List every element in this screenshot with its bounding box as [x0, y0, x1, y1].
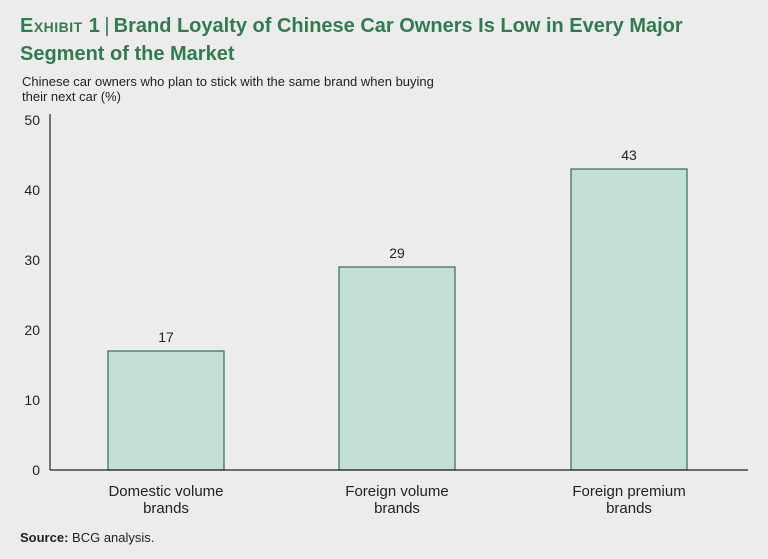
bar [570, 168, 688, 471]
chart-subtitle: Chinese car owners who plan to stick wit… [22, 74, 434, 104]
source-note: Source: BCG analysis. [20, 530, 154, 545]
category-label: Foreign premium [572, 483, 685, 500]
category-label: Foreign volume [345, 483, 448, 500]
category-label: brands [606, 500, 652, 517]
title-text: Brand Loyalty of Chinese Car Owners Is L… [20, 15, 683, 65]
category-label: brands [143, 500, 189, 517]
y-tick-label: 30 [24, 252, 40, 268]
source-text: BCG analysis. [72, 530, 155, 545]
y-tick-label: 10 [24, 392, 40, 408]
data-label: 29 [389, 245, 405, 261]
data-label: 17 [158, 329, 174, 345]
bar [107, 350, 225, 471]
category-label: brands [374, 500, 420, 517]
source-label: Source: [20, 530, 69, 545]
y-tick-label: 0 [32, 462, 40, 478]
exhibit-label: Exhibit 1 [20, 15, 101, 37]
bar [338, 266, 456, 471]
data-label: 43 [621, 147, 637, 163]
chart-title: Exhibit 1 | Brand Loyalty of Chinese Car O… [20, 12, 750, 68]
y-tick-label: 50 [24, 112, 40, 128]
y-tick-label: 20 [24, 322, 40, 338]
category-label: Domestic volume [108, 483, 223, 500]
y-tick-label: 40 [24, 182, 40, 198]
title-separator: | [104, 15, 110, 37]
